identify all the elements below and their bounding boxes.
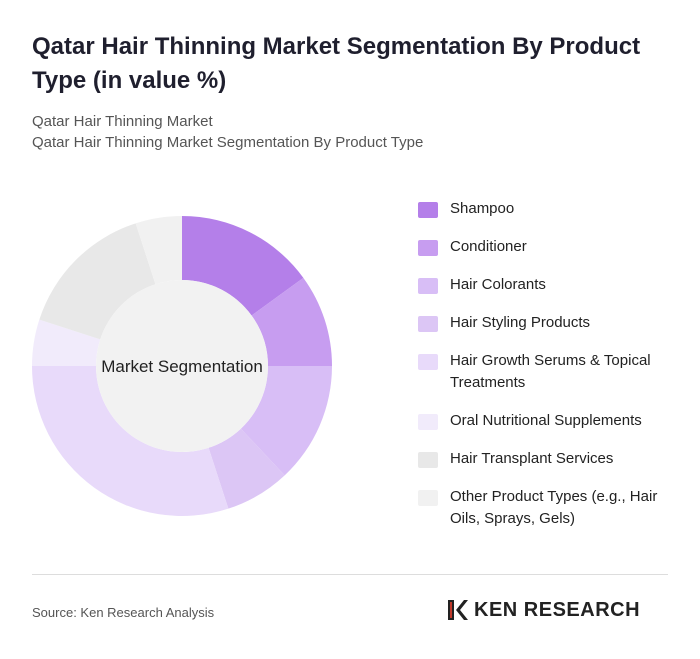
legend-item: Conditioner xyxy=(418,236,678,258)
source: Source: Ken Research Analysis xyxy=(32,605,215,620)
subtitle: Qatar Hair Thinning Market xyxy=(32,113,213,130)
legend-label: Other Product Types (e.g., Hair Oils, Sp… xyxy=(450,488,658,527)
legend-label: Hair Styling Products xyxy=(450,314,591,331)
legend-label: Shampoo xyxy=(450,200,515,217)
donut-segment xyxy=(135,216,182,285)
legend-label: Oral Nutritional Supplements xyxy=(450,412,642,429)
logo-icon xyxy=(448,600,468,620)
legend-swatch xyxy=(418,414,438,430)
donut-segment xyxy=(32,366,229,516)
donut-segment xyxy=(208,428,285,509)
legend-item: Hair Transplant Services xyxy=(418,448,678,470)
legend-label: Conditioner xyxy=(450,238,527,255)
donut-segment xyxy=(182,216,304,316)
donut-segment xyxy=(240,366,332,476)
legend-swatch xyxy=(418,316,438,332)
legend-swatch xyxy=(418,354,438,370)
legend-item: Shampoo xyxy=(418,198,678,220)
donut-hole xyxy=(96,280,268,452)
legend-item: Other Product Types (e.g., Hair Oils, Sp… xyxy=(418,486,678,530)
legend-label: Hair Colorants xyxy=(450,276,546,293)
legend-label: Hair Growth Serums & Topical Treatments xyxy=(450,352,651,391)
legend-item: Oral Nutritional Supplements xyxy=(418,410,678,432)
logo: KEN RESEARCH xyxy=(446,598,640,622)
legend-item: Hair Growth Serums & Topical Treatments xyxy=(418,350,678,394)
title: Qatar Hair Thinning Market Segmentation … xyxy=(32,33,641,94)
donut-segment xyxy=(251,277,332,366)
legend: Shampoo Conditioner Hair Colorants Hair Sty… xyxy=(418,198,678,546)
legend-swatch xyxy=(418,202,438,218)
legend-swatch xyxy=(418,278,438,294)
donut-segment xyxy=(39,223,156,340)
donut-segment xyxy=(32,319,101,366)
legend-label: Hair Transplant Services xyxy=(450,450,614,467)
legend-swatch xyxy=(418,452,438,468)
legend-item: Hair Colorants xyxy=(418,274,678,296)
logo-text: KEN RESEARCH xyxy=(474,598,641,621)
donut-chart: Market Segmentation xyxy=(32,216,332,516)
center-label: Market Segmentation xyxy=(101,357,263,376)
legend-item: Hair Styling Products xyxy=(418,312,678,334)
legend-swatch xyxy=(418,490,438,506)
divider xyxy=(32,574,668,575)
subtitle: Qatar Hair Thinning Market Segmentation … xyxy=(32,134,424,151)
legend-swatch xyxy=(418,240,438,256)
